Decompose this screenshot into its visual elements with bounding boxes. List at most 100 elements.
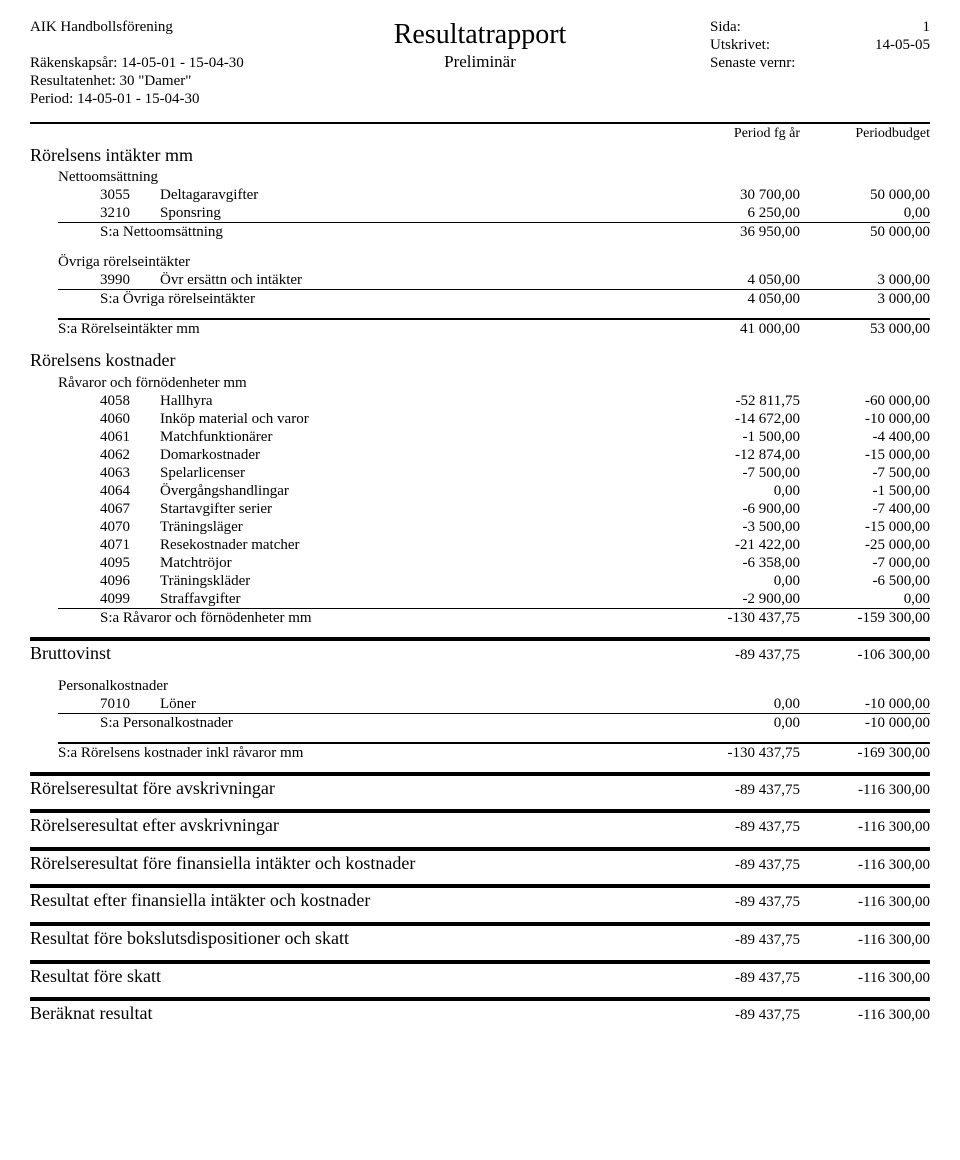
sum-desc: S:a Rörelseintäkter mm xyxy=(58,320,670,338)
acct-desc: Matchtröjor xyxy=(160,554,670,572)
val-budget: -7 500,00 xyxy=(800,464,930,482)
section-costs: Rörelsens kostnader xyxy=(30,350,930,372)
bruttovinst-label: Bruttovinst xyxy=(30,643,670,665)
result-label: Resultat före bokslutsdispositioner och … xyxy=(30,928,670,950)
table-row: 4071Resekostnader matcher-21 422,00-25 0… xyxy=(100,536,930,554)
acct-code: 4060 xyxy=(100,410,160,428)
acct-code: 4067 xyxy=(100,500,160,518)
section-total-row: S:a Rörelsens kostnader inkl råvaror mm … xyxy=(58,742,930,762)
result-row: Resultat före bokslutsdispositioner och … xyxy=(30,925,930,950)
val-period: -89 437,75 xyxy=(670,856,800,874)
sum-row: S:a Övriga rörelseintäkter 4 050,00 3 00… xyxy=(58,289,930,308)
acct-desc: Träningsläger xyxy=(160,518,670,536)
acct-code: 4096 xyxy=(100,572,160,590)
acct-desc: Matchfunktionärer xyxy=(160,428,670,446)
acct-desc: Resekostnader matcher xyxy=(160,536,670,554)
result-label: Resultat före skatt xyxy=(30,966,670,988)
table-row: 4070Träningsläger-3 500,00-15 000,00 xyxy=(100,518,930,536)
sum-desc: S:a Personalkostnader xyxy=(100,714,670,732)
acct-code: 7010 xyxy=(100,695,160,713)
val-budget: 3 000,00 xyxy=(800,290,930,308)
val-budget: -116 300,00 xyxy=(800,818,930,836)
val-budget: -6 500,00 xyxy=(800,572,930,590)
section-total-row: S:a Rörelseintäkter mm 41 000,00 53 000,… xyxy=(58,318,930,338)
bruttovinst-row: Bruttovinst -89 437,75 -106 300,00 xyxy=(30,640,930,665)
acct-code: 4058 xyxy=(100,392,160,410)
val-budget: 0,00 xyxy=(800,204,930,222)
val-budget: -10 000,00 xyxy=(800,695,930,713)
val-budget: 53 000,00 xyxy=(800,320,930,338)
sum-desc: S:a Övriga rörelseintäkter xyxy=(100,290,670,308)
acct-code: 4099 xyxy=(100,590,160,608)
section-revenues: Rörelsens intäkter mm xyxy=(30,145,930,167)
val-period: 4 050,00 xyxy=(670,271,800,289)
acct-desc: Deltagaravgifter xyxy=(160,186,670,204)
val-period: 41 000,00 xyxy=(670,320,800,338)
table-row: 3990 Övr ersättn och intäkter 4 050,00 3… xyxy=(100,271,930,289)
acct-code: 3990 xyxy=(100,271,160,289)
val-period: 0,00 xyxy=(670,695,800,713)
val-period: -6 900,00 xyxy=(670,500,800,518)
table-row: 4096Träningskläder0,00-6 500,00 xyxy=(100,572,930,590)
val-period: -7 500,00 xyxy=(670,464,800,482)
val-period: -130 437,75 xyxy=(670,744,800,762)
val-period: -89 437,75 xyxy=(670,818,800,836)
val-period: 0,00 xyxy=(670,714,800,732)
table-row: 3055 Deltagaravgifter 30 700,00 50 000,0… xyxy=(100,186,930,204)
sum-desc: S:a Råvaror och förnödenheter mm xyxy=(100,609,670,627)
subsection-ovriga: Övriga rörelseintäkter xyxy=(58,253,930,271)
sum-row: S:a Nettoomsättning 36 950,00 50 000,00 xyxy=(58,222,930,241)
val-period: 30 700,00 xyxy=(670,186,800,204)
table-row: 4067Startavgifter serier-6 900,00-7 400,… xyxy=(100,500,930,518)
val-period: -130 437,75 xyxy=(670,609,800,627)
val-budget: -116 300,00 xyxy=(800,1006,930,1024)
utskrivet-value: 14-05-05 xyxy=(875,36,930,54)
acct-code: 3055 xyxy=(100,186,160,204)
val-period: -89 437,75 xyxy=(670,1006,800,1024)
acct-desc: Domarkostnader xyxy=(160,446,670,464)
result-row: Rörelseresultat efter avskrivningar -89 … xyxy=(30,812,930,837)
val-period: -12 874,00 xyxy=(670,446,800,464)
val-budget: -159 300,00 xyxy=(800,609,930,627)
acct-desc: Övergångshandlingar xyxy=(160,482,670,500)
val-period: -89 437,75 xyxy=(670,893,800,911)
val-period: 36 950,00 xyxy=(670,223,800,241)
col-budget: Periodbudget xyxy=(800,126,930,143)
subsection-personal: Personalkostnader xyxy=(58,677,930,695)
val-budget: -4 400,00 xyxy=(800,428,930,446)
acct-code: 4095 xyxy=(100,554,160,572)
acct-code: 4070 xyxy=(100,518,160,536)
result-row: Resultat efter finansiella intäkter och … xyxy=(30,887,930,912)
acct-desc: Inköp material och varor xyxy=(160,410,670,428)
acct-desc: Sponsring xyxy=(160,204,670,222)
table-row: 4099Straffavgifter-2 900,000,00 xyxy=(100,590,930,608)
acct-code: 4064 xyxy=(100,482,160,500)
val-budget: -7 000,00 xyxy=(800,554,930,572)
val-period: -1 500,00 xyxy=(670,428,800,446)
sum-row: S:a Personalkostnader 0,00 -10 000,00 xyxy=(58,713,930,732)
val-period: -52 811,75 xyxy=(670,392,800,410)
sida-label: Sida: xyxy=(710,18,741,36)
acct-desc: Löner xyxy=(160,695,670,713)
val-budget: -116 300,00 xyxy=(800,931,930,949)
val-budget: 0,00 xyxy=(800,590,930,608)
val-budget: -106 300,00 xyxy=(800,646,930,664)
table-row: 4095Matchtröjor-6 358,00-7 000,00 xyxy=(100,554,930,572)
val-period: -6 358,00 xyxy=(670,554,800,572)
val-period: -89 437,75 xyxy=(670,646,800,664)
senaste-label: Senaste vernr: xyxy=(710,54,795,72)
table-row: 4064Övergångshandlingar0,00-1 500,00 xyxy=(100,482,930,500)
acct-code: 4061 xyxy=(100,428,160,446)
val-budget: -25 000,00 xyxy=(800,536,930,554)
val-budget: -15 000,00 xyxy=(800,446,930,464)
result-unit: Resultatenhet: 30 "Damer" xyxy=(30,72,330,90)
result-label: Rörelseresultat efter avskrivningar xyxy=(30,815,670,837)
sida-value: 1 xyxy=(923,18,931,36)
table-row: 4063Spelarlicenser-7 500,00-7 500,00 xyxy=(100,464,930,482)
val-budget: -116 300,00 xyxy=(800,781,930,799)
val-period: -89 437,75 xyxy=(670,931,800,949)
acct-code: 3210 xyxy=(100,204,160,222)
sum-row: S:a Råvaror och förnödenheter mm -130 43… xyxy=(58,608,930,627)
acct-code: 4071 xyxy=(100,536,160,554)
val-period: 6 250,00 xyxy=(670,204,800,222)
